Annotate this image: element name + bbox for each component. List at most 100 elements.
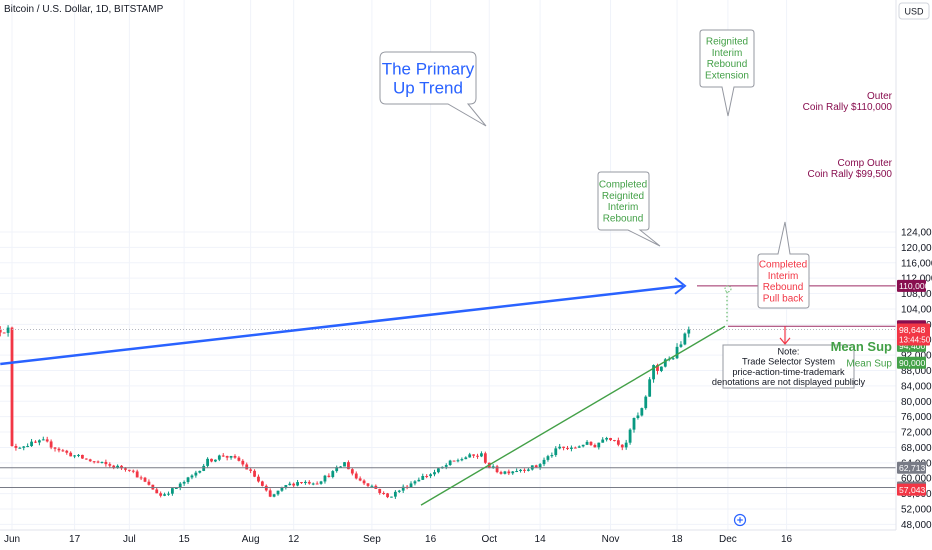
price-badge-label: 94,400: [899, 341, 926, 351]
y-tick-label: 104,000: [901, 304, 932, 315]
candle-body: [448, 460, 452, 466]
candle-body: [421, 476, 425, 480]
candle-body: [581, 444, 585, 447]
candle-body: [464, 457, 468, 460]
candle-body: [304, 481, 307, 484]
y-tick-label: 120,000: [901, 243, 932, 254]
currency-button[interactable]: USD: [898, 2, 930, 20]
candle-body: [386, 493, 389, 498]
reignited-extension-label: Reignited: [706, 37, 748, 48]
candle-body: [585, 441, 589, 445]
candle-body: [323, 475, 327, 482]
candle-body: [679, 344, 683, 347]
completed-reignited-label: Interim: [608, 202, 639, 213]
y-tick-label: 84,000: [901, 381, 932, 392]
primary-trend-label: Up Trend: [393, 78, 463, 97]
candle-body: [534, 465, 538, 468]
candle-body: [30, 441, 33, 447]
x-tick-label: 16: [425, 534, 437, 545]
candle-body: [620, 444, 624, 448]
rally-trend-line[interactable]: [420, 325, 726, 506]
completed-reignited-callout: [597, 171, 661, 247]
candle-body: [100, 461, 104, 463]
candle-body: [460, 459, 464, 461]
x-tick-label: Sep: [363, 534, 381, 545]
candle-body: [675, 346, 679, 359]
candles: [0, 325, 691, 499]
primary-trend-line[interactable]: [0, 284, 684, 366]
candle-body: [57, 448, 61, 451]
note-text: Note:: [778, 346, 800, 356]
completed-reignited-label: Rebound: [603, 213, 644, 224]
candle-body: [10, 327, 14, 447]
time-scale[interactable]: Jun 17 Jul 15 Aug 12 Sep 16 Oct 14 Nov 18 Dec 16: [4, 534, 793, 545]
candle-body: [276, 490, 280, 495]
price-badge: [897, 356, 926, 369]
candle-body: [609, 437, 612, 441]
grid-lines: [0, 0, 896, 530]
candle-body: [577, 446, 581, 448]
candle-body: [566, 447, 569, 449]
candle-body: [292, 483, 296, 486]
candle-body: [624, 442, 628, 448]
candle-body: [480, 453, 483, 457]
y-tick-label: 88,000: [901, 366, 932, 377]
candle-body: [225, 455, 229, 458]
candle-body: [22, 446, 26, 448]
candle-body: [570, 447, 573, 449]
y-tick-label: 116,000: [901, 258, 932, 269]
y-tick-label: 48,000: [901, 520, 932, 531]
completed-reignited-label: Reignited: [602, 191, 644, 202]
candle-body: [221, 455, 225, 457]
candle-body: [491, 466, 495, 468]
candle-body: [194, 472, 198, 476]
candle-body: [628, 429, 632, 443]
reignited-extension-callout: [699, 29, 755, 117]
candle-body: [0, 329, 2, 333]
candle-body: [659, 366, 663, 371]
primary-trend-label: The Primary: [382, 59, 475, 78]
candle-body: [155, 489, 159, 494]
candle-body: [296, 482, 299, 486]
candle-body: [429, 474, 432, 477]
candle-body: [249, 469, 253, 471]
y-tick-label: 52,000: [901, 505, 932, 516]
candle-body: [648, 379, 652, 397]
candle-body: [640, 408, 644, 416]
candle-body: [241, 460, 245, 465]
note-box: [722, 344, 855, 389]
candle-body: [6, 327, 10, 333]
candle-body: [589, 441, 593, 445]
candle-body: [272, 494, 276, 497]
price-badge-label: 62,713: [899, 463, 926, 473]
price-scale[interactable]: 48,00052,00056,00060,00064,00068,00072,0…: [901, 227, 932, 530]
trend-lines[interactable]: [0, 277, 726, 506]
candle-body: [538, 464, 542, 468]
candle-body: [253, 470, 256, 477]
candle-body: [472, 454, 476, 456]
candle-body: [593, 444, 597, 448]
candle-body: [37, 440, 41, 443]
primary-trend-callout: [379, 51, 487, 127]
candle-body: [370, 485, 374, 487]
candle-body: [601, 439, 605, 443]
completed-reignited-label: Completed: [599, 180, 647, 191]
candle-body: [444, 465, 448, 467]
candle-body: [350, 469, 354, 474]
add-event-icon[interactable]: [733, 513, 747, 527]
candle-body: [280, 487, 284, 491]
time-scale-bg: [0, 530, 896, 550]
candle-body: [558, 446, 562, 449]
candle-body: [605, 437, 609, 440]
candle-body: [174, 487, 178, 489]
candle-body: [61, 450, 65, 452]
candle-body: [190, 475, 194, 478]
candle-body: [81, 454, 84, 459]
candle-body: [88, 459, 92, 462]
y-tick-label: 124,000: [901, 227, 932, 238]
outer-rally-label: Coin Rally $110,000: [803, 102, 893, 113]
x-tick-label: 14: [535, 534, 547, 545]
y-tick-label: 80,000: [901, 397, 932, 408]
candle-body: [437, 468, 440, 473]
